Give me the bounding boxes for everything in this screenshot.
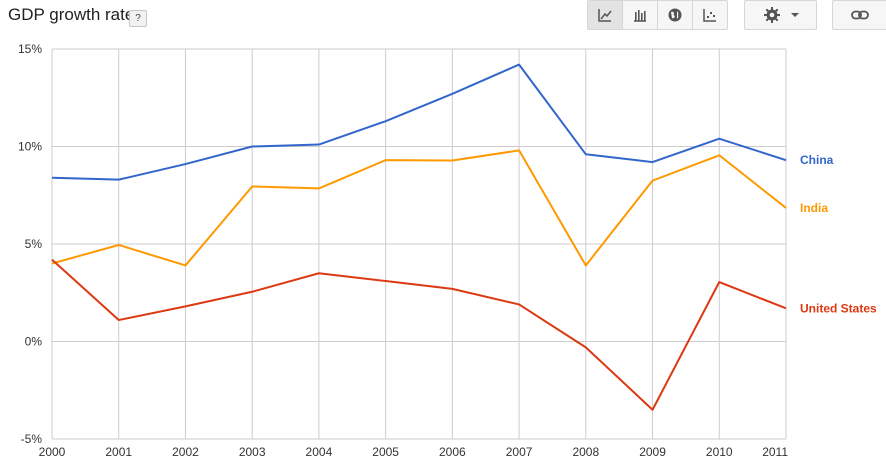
x-tick-label: 2005 (372, 445, 399, 459)
gear-icon (763, 7, 780, 23)
line-chart-button[interactable] (588, 1, 623, 29)
x-tick-label: 2001 (105, 445, 132, 459)
x-tick-label: 2009 (639, 445, 666, 459)
series-line-china (51, 63, 787, 181)
map-icon (668, 8, 682, 22)
x-tick-label: 2007 (506, 445, 533, 459)
bar-chart-icon (634, 10, 646, 22)
page-title: GDP growth rate (8, 5, 135, 24)
settings-button[interactable] (744, 0, 817, 30)
link-button[interactable] (832, 0, 886, 30)
chart-grid (51, 48, 787, 440)
chart-series-labels: China India United States (800, 153, 877, 315)
x-tick-label: 2008 (572, 445, 599, 459)
series-line-india (51, 149, 787, 267)
series-label-china: China (800, 153, 834, 167)
series-line-united-states (51, 258, 787, 411)
y-tick-label: 10% (18, 140, 42, 154)
x-tick-label: 2003 (239, 445, 266, 459)
y-tick-label: 15% (18, 42, 42, 56)
series-label-india: India (800, 201, 828, 215)
x-axis-ticks: 2000 2001 2002 2003 2004 2005 2006 2007 2008 2009… (39, 445, 789, 459)
series-label-united-states: United States (800, 301, 877, 315)
y-tick-label: 5% (25, 237, 43, 251)
chart-type-switcher (587, 0, 728, 30)
x-tick-label: 2004 (306, 445, 333, 459)
line-chart-icon (598, 9, 612, 22)
x-tick-label: 2010 (706, 445, 733, 459)
map-chart-button[interactable] (658, 1, 693, 29)
y-axis-ticks: 15% 10% 5% 0% -5% (18, 42, 42, 446)
link-icon (851, 10, 869, 20)
scatter-chart-button[interactable] (693, 1, 727, 29)
x-tick-label: 2000 (39, 445, 66, 459)
chart-series-lines (51, 63, 787, 411)
y-tick-label: 0% (25, 335, 43, 349)
bar-chart-button[interactable] (623, 1, 658, 29)
x-tick-label: 2011 (762, 445, 788, 459)
scatter-chart-icon (703, 9, 716, 22)
x-tick-label: 2006 (439, 445, 466, 459)
caret-down-icon (790, 13, 799, 17)
y-tick-label: -5% (21, 432, 43, 446)
help-button[interactable]: ? (129, 10, 147, 27)
x-tick-label: 2002 (172, 445, 199, 459)
